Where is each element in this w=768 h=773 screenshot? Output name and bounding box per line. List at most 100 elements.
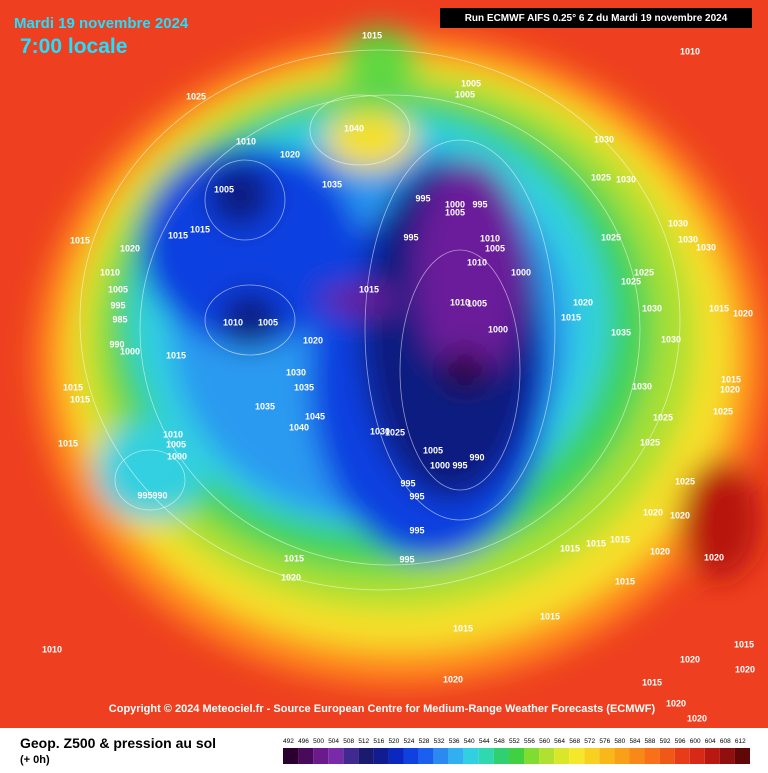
scale-label: 548	[494, 738, 505, 745]
pressure-label: 985	[112, 314, 127, 324]
pressure-label: 995	[415, 193, 430, 203]
scale-label: 556	[524, 738, 535, 745]
scale-label: 592	[660, 738, 671, 745]
scale-label: 536	[449, 738, 460, 745]
scale-label: 532	[434, 738, 445, 745]
pressure-label: 1020	[680, 654, 700, 664]
pressure-label: 1015	[362, 30, 382, 40]
pressure-label: 1005	[258, 317, 278, 327]
pressure-label: 1005	[214, 184, 234, 194]
scale-swatch	[659, 748, 675, 764]
pressure-label: 1010	[236, 136, 256, 146]
pressure-label: 1020	[643, 507, 663, 517]
pressure-label: 1025	[640, 437, 660, 447]
scale-swatch	[539, 748, 555, 764]
pressure-label: 995	[409, 491, 424, 501]
pressure-label: 1000	[445, 199, 465, 209]
scale-swatch	[629, 748, 645, 764]
scale-swatch	[298, 748, 314, 764]
pressure-label: 1025	[634, 267, 654, 277]
color-scale: 492 496 500 504 508 512 516 520 524 528 532 536 540 5…	[283, 738, 750, 764]
scale-label: 560	[539, 738, 550, 745]
pressure-label: 995	[452, 460, 467, 470]
pressure-label: 1005	[455, 89, 475, 99]
pressure-label: 1015	[453, 623, 473, 633]
pressure-label: 1005	[445, 207, 465, 217]
run-box	[440, 8, 752, 28]
pressure-label: 1010	[450, 297, 470, 307]
scale-swatch	[418, 748, 434, 764]
pressure-label: 1030	[696, 242, 716, 252]
pressure-label: 995	[399, 554, 414, 564]
pressure-label: 1015	[721, 374, 741, 384]
pressure-label: 1030	[678, 234, 698, 244]
pressure-label: 1035	[294, 382, 314, 392]
pressure-label: 1005	[467, 298, 487, 308]
scale-label: 604	[705, 738, 716, 745]
pressure-label: 1000	[120, 346, 140, 356]
pressure-label: 1015	[586, 538, 606, 548]
scale-swatch	[343, 748, 359, 764]
scale-label: 564	[554, 738, 565, 745]
scale-swatch	[644, 748, 660, 764]
pressure-label: 1040	[289, 422, 309, 432]
pressure-label: 990	[469, 452, 484, 462]
run-info: Run ECMWF AIFS 0.25° 6 Z du Mardi 19 nov…	[465, 13, 728, 24]
legend-step: (+ 0h)	[20, 754, 50, 766]
pressure-label: 1015	[58, 438, 78, 448]
pressure-label: 1015	[70, 235, 90, 245]
scale-label: 596	[675, 738, 686, 745]
scale-swatch	[478, 748, 494, 764]
pressure-label: 1020	[735, 664, 755, 674]
pressure-label: 1010	[42, 644, 62, 654]
scale-swatch	[448, 748, 464, 764]
pressure-label: 1025	[675, 476, 695, 486]
scale-swatch	[373, 748, 389, 764]
pressure-label: 1030	[642, 303, 662, 313]
scale-label: 568	[569, 738, 580, 745]
pressure-label: 1020	[281, 572, 301, 582]
scale-label: 608	[720, 738, 731, 745]
scale-swatch	[674, 748, 690, 764]
scale-label: 504	[328, 738, 339, 745]
scale-swatch	[493, 748, 509, 764]
scale-label: 600	[690, 738, 701, 745]
pressure-label: 1030	[594, 134, 614, 144]
copyright: Copyright © 2024 Meteociel.fr - Source E…	[109, 703, 656, 715]
scale-swatch	[403, 748, 419, 764]
pressure-label: 1030	[286, 367, 306, 377]
scale-label: 612	[735, 738, 746, 745]
pressure-label: 1005	[485, 243, 505, 253]
pressure-label: 1025	[186, 91, 206, 101]
pressure-label: 1005	[166, 439, 186, 449]
scale-swatch	[328, 748, 344, 764]
pressure-label: 1005	[423, 445, 443, 455]
pressure-label: 1015	[359, 284, 379, 294]
pressure-label: 1030	[616, 174, 636, 184]
pressure-label: 1015	[540, 611, 560, 621]
scale-swatch	[704, 748, 720, 764]
pressure-label: 1020	[280, 149, 300, 159]
pressure-label: 1010	[223, 317, 243, 327]
pressure-label: 990	[109, 339, 124, 349]
scale-label: 516	[373, 738, 384, 745]
map-date: Mardi 19 novembre 2024	[14, 15, 189, 32]
pressure-label: 1015	[70, 394, 90, 404]
scale-swatch	[689, 748, 705, 764]
scale-label: 588	[645, 738, 656, 745]
pressure-label: 1010	[100, 267, 120, 277]
scale-label: 512	[358, 738, 369, 745]
pressure-label: 1010	[480, 233, 500, 243]
pressure-label: 1015	[615, 576, 635, 586]
pressure-label: 1020	[573, 297, 593, 307]
pressure-label: 1000	[167, 451, 187, 461]
pressure-label: 1010	[467, 257, 487, 267]
pressure-label: 1035	[255, 401, 275, 411]
pressure-label: 1020	[666, 698, 686, 708]
pressure-label: 1015	[168, 230, 188, 240]
pressure-label: 1015	[642, 677, 662, 687]
pressure-label: 1025	[621, 276, 641, 286]
pressure-label: 995	[472, 199, 487, 209]
pressure-label: 1000	[511, 267, 531, 277]
